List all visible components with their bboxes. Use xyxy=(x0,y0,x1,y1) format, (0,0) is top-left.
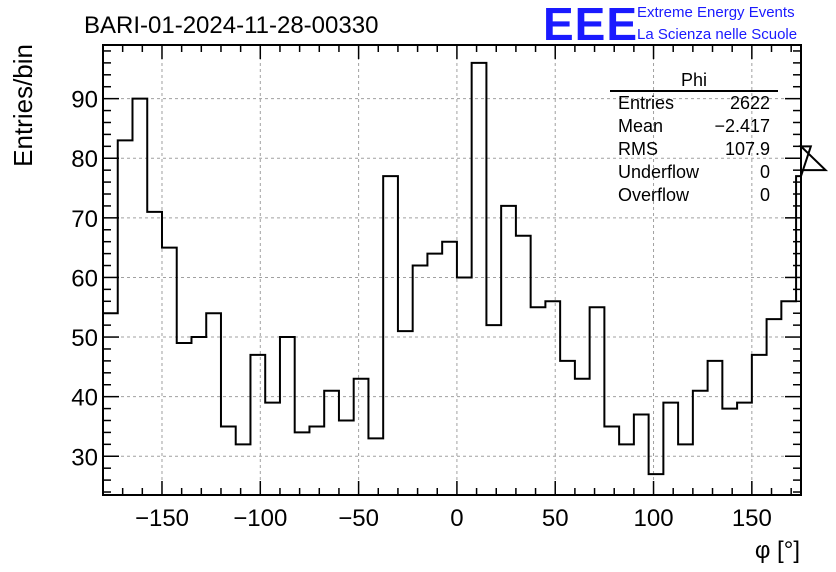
x-tick-label: −150 xyxy=(135,505,189,532)
y-tick-label: 90 xyxy=(71,87,98,114)
y-tick-label: 30 xyxy=(71,444,98,471)
stats-label: Mean xyxy=(618,116,664,136)
x-tick-label: 100 xyxy=(634,505,674,532)
stats-row-overflow: Overflow 0 xyxy=(610,184,778,207)
stats-label: RMS xyxy=(618,139,658,159)
stats-title: Phi xyxy=(610,70,778,92)
y-axis-label: Entries/bin xyxy=(8,44,38,167)
y-tick-label: 50 xyxy=(71,325,98,352)
run-title: BARI-01-2024-11-28-00330 xyxy=(84,12,379,39)
stats-value: −2.417 xyxy=(714,116,770,136)
x-tick-label: 0 xyxy=(450,505,463,532)
x-tick-label: 150 xyxy=(732,505,772,532)
histogram-series-phi xyxy=(103,61,829,476)
stats-row-mean: Mean −2.417 xyxy=(610,115,778,138)
axes: −150 −100 −50 0 50 100 150 30 40 50 60 70 80 90 xyxy=(71,45,801,532)
stats-label: Entries xyxy=(618,93,675,113)
stats-label: Underflow xyxy=(618,162,700,182)
logo-subtitle-line2: La Scienza nelle Scuole xyxy=(637,26,798,43)
y-tick-label: 70 xyxy=(71,206,98,233)
stats-row-underflow: Underflow 0 xyxy=(610,161,778,184)
stats-value: 107.9 xyxy=(724,139,770,159)
stats-value: 0 xyxy=(759,162,770,182)
stats-row-rms: RMS 107.9 xyxy=(610,138,778,161)
stats-row-entries: Entries 2622 xyxy=(610,92,778,115)
y-tick-label: 40 xyxy=(71,385,98,412)
x-tick-label: 50 xyxy=(542,505,569,532)
logo-subtitle-line1: Extreme Energy Events xyxy=(637,4,795,21)
stats-label: Overflow xyxy=(618,185,690,205)
plot-frame xyxy=(102,44,802,496)
grid-lines xyxy=(103,45,801,495)
x-tick-label: −50 xyxy=(338,505,379,532)
y-tick-label: 60 xyxy=(71,265,98,292)
stats-value: 0 xyxy=(759,185,770,205)
eee-logo: EEE xyxy=(543,0,639,50)
y-tick-label: 80 xyxy=(71,146,98,173)
stats-box: Phi Entries 2622 Mean −2.417 RMS 107.9 U… xyxy=(610,70,778,207)
x-axis-label: φ [°] xyxy=(755,537,800,564)
stats-value: 2622 xyxy=(729,93,770,113)
x-tick-label: −100 xyxy=(233,505,287,532)
